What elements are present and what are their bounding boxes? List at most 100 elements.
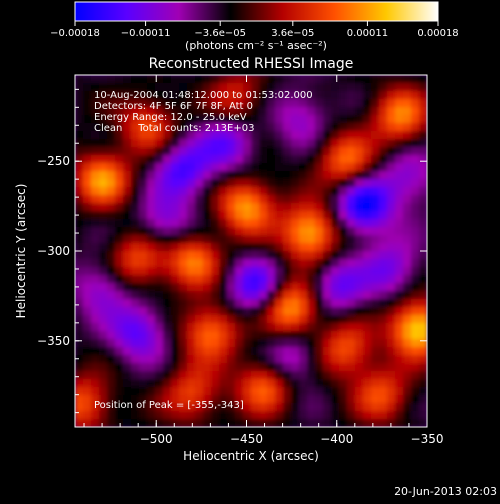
heatmap-cell (115, 155, 124, 164)
heatmap-cell (75, 195, 84, 204)
heatmap-cell (171, 123, 180, 132)
heatmap-cell (235, 291, 244, 300)
heatmap-cell (299, 171, 308, 180)
heatmap-cell (387, 83, 396, 92)
heatmap-cell (123, 163, 132, 172)
heatmap-cell (339, 339, 348, 348)
heatmap-cell (259, 419, 268, 427)
heatmap-cell (131, 243, 140, 252)
heatmap-cell (331, 403, 340, 412)
heatmap-cell (83, 347, 92, 356)
heatmap-cell (283, 395, 292, 404)
heatmap-cell (275, 107, 284, 116)
heatmap-cell (195, 347, 204, 356)
heatmap-cell (107, 179, 116, 188)
heatmap-cell (131, 83, 140, 92)
heatmap-cell (171, 363, 180, 372)
heatmap-cell (379, 291, 388, 300)
heatmap-cell (147, 363, 156, 372)
heatmap-cell (259, 131, 268, 140)
heatmap-cell (307, 275, 316, 284)
heatmap-cell (243, 419, 252, 427)
heatmap-cell (139, 235, 148, 244)
heatmap-cell (139, 131, 148, 140)
heatmap-cell (203, 155, 212, 164)
heatmap-cell (291, 251, 300, 260)
heatmap-cell (251, 235, 260, 244)
heatmap-cell (131, 171, 140, 180)
heatmap-cell (259, 227, 268, 236)
heatmap-cell (419, 75, 427, 84)
heatmap-cell (107, 379, 116, 388)
heatmap-cell (75, 395, 84, 404)
heatmap-cell (419, 99, 427, 108)
heatmap-cell (403, 75, 412, 84)
heatmap-cell (339, 251, 348, 260)
heatmap-cell (123, 307, 132, 316)
heatmap-cell (187, 147, 196, 156)
heatmap-cell (75, 155, 84, 164)
heatmap-cell (83, 227, 92, 236)
heatmap-cell (331, 115, 340, 124)
heatmap-cell (187, 363, 196, 372)
heatmap-cell (323, 323, 332, 332)
heatmap-cell (163, 83, 172, 92)
heatmap-cell (211, 275, 220, 284)
heatmap-cell (283, 115, 292, 124)
heatmap-cell (195, 315, 204, 324)
heatmap-cell (171, 371, 180, 380)
heatmap-cell (267, 131, 276, 140)
heatmap-cell (355, 371, 364, 380)
heatmap-cell (179, 91, 188, 100)
heatmap-cell (331, 171, 340, 180)
heatmap-cell (83, 91, 92, 100)
heatmap-cell (91, 123, 100, 132)
heatmap-cell (283, 331, 292, 340)
heatmap-cell (139, 243, 148, 252)
heatmap-cell (371, 283, 380, 292)
heatmap-cell (211, 235, 220, 244)
heatmap-cell (211, 203, 220, 212)
heatmap-cell (139, 323, 148, 332)
heatmap-cell (403, 403, 412, 412)
heatmap-cell (315, 211, 324, 220)
heatmap-cell (195, 291, 204, 300)
heatmap-cell (203, 291, 212, 300)
heatmap-cell (179, 347, 188, 356)
heatmap-cell (219, 347, 228, 356)
heatmap-cell (251, 387, 260, 396)
heatmap-cell (195, 403, 204, 412)
heatmap-cell (331, 83, 340, 92)
heatmap-cell (115, 107, 124, 116)
heatmap-cell (363, 227, 372, 236)
heatmap-cell (163, 203, 172, 212)
heatmap-cell (347, 267, 356, 276)
heatmap-cell (163, 355, 172, 364)
heatmap-cell (235, 91, 244, 100)
heatmap-cell (147, 267, 156, 276)
heatmap-cell (99, 115, 108, 124)
heatmap-cell (363, 115, 372, 124)
heatmap-cell (251, 83, 260, 92)
heatmap-cell (315, 107, 324, 116)
heatmap-cell (379, 107, 388, 116)
colorbar-unit-label: (photons cm⁻² s⁻¹ asec⁻²) (185, 39, 327, 52)
heatmap-cell (139, 331, 148, 340)
heatmap-cell (83, 139, 92, 148)
heatmap-cell (195, 235, 204, 244)
heatmap-cell (371, 147, 380, 156)
heatmap-cell (163, 323, 172, 332)
heatmap-cell (275, 219, 284, 228)
heatmap-cell (187, 339, 196, 348)
annotation-time: 10-Aug-2004 01:48:12.000 to 01:53:02.000 (94, 90, 313, 101)
heatmap-cell (275, 115, 284, 124)
heatmap-cell (91, 355, 100, 364)
heatmap-cell (227, 411, 236, 420)
heatmap-cell (395, 75, 404, 84)
heatmap-cell (419, 299, 427, 308)
heatmap-cell (75, 419, 84, 427)
heatmap-cell (411, 299, 420, 308)
heatmap-cell (419, 163, 427, 172)
heatmap-cell (99, 91, 108, 100)
heatmap-cell (403, 195, 412, 204)
